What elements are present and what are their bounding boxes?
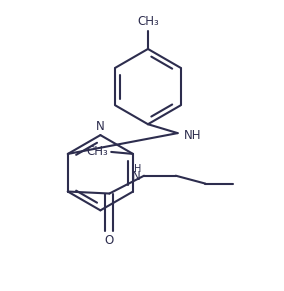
Text: O: O	[105, 234, 114, 247]
Text: N: N	[96, 120, 105, 133]
Text: CH₃: CH₃	[137, 15, 159, 28]
Text: NH: NH	[183, 129, 201, 142]
Text: N: N	[132, 170, 141, 183]
Text: CH₃: CH₃	[87, 146, 108, 158]
Text: H: H	[134, 164, 141, 174]
